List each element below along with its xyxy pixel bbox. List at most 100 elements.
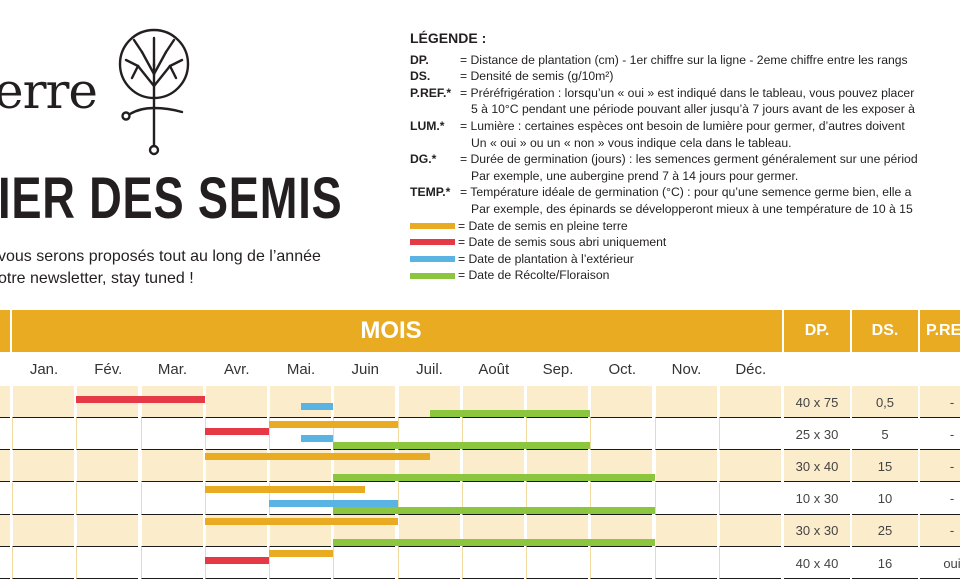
value-cell-bg	[852, 386, 918, 418]
legend-item-pref-cont: 5 à 10°C pendant une période pouvant all…	[410, 101, 960, 118]
value-cell-bg	[852, 482, 918, 515]
month-cell	[718, 482, 781, 515]
legend-text: = Température idéale de germination (°C)…	[460, 185, 912, 200]
tree-logo-icon	[118, 28, 190, 156]
month-cell	[461, 547, 524, 579]
header-ds-label: DS.	[871, 322, 899, 339]
month-cell	[526, 547, 588, 579]
month-cell	[718, 547, 781, 579]
month-header: Juil.	[416, 360, 443, 378]
schedule-bar-orange	[204, 485, 366, 493]
month-cell	[718, 418, 781, 451]
header-pref-label: P.RE	[926, 322, 960, 339]
value-pref: -	[949, 523, 955, 539]
schedule-bar-orange	[269, 550, 334, 557]
month-cell	[12, 450, 74, 483]
month-cell	[654, 482, 717, 515]
value-ds: 0,5	[875, 394, 895, 410]
header-separator	[850, 310, 852, 352]
value-cell-bg	[920, 514, 960, 547]
value-cell-bg	[852, 418, 918, 451]
value-cell-bg	[920, 386, 960, 418]
table-row: 10 x 30 10 -	[0, 482, 960, 515]
legend: LÉGENDE : DP. = Distance de plantation (…	[410, 30, 960, 284]
schedule-bar-green	[429, 410, 591, 417]
legend-text: = Préréfrigération : lorsqu’un « oui » e…	[460, 85, 915, 100]
month-cell	[590, 386, 653, 418]
month-header: Oct.	[608, 360, 636, 378]
schedule-bar-red	[204, 557, 269, 564]
table-row: 25 x 30 5 -	[0, 418, 960, 451]
value-cell-bg	[784, 514, 850, 547]
value-cell-bg	[784, 482, 850, 515]
month-cell	[590, 418, 653, 451]
row-stub-cell	[0, 514, 10, 547]
value-cell-bg	[784, 418, 850, 451]
month-header: Nov.	[671, 360, 702, 378]
month-cell	[397, 547, 460, 579]
schedule-bar-blue	[301, 435, 334, 443]
legend-item-temp: TEMP.* = Température idéale de germinati…	[410, 184, 960, 201]
subtitle-line-2: otre newsletter, stay tuned !	[0, 270, 194, 287]
table-row: 40 x 75 0,5 -	[0, 386, 960, 418]
month-cell	[590, 547, 653, 579]
month-header: Mar.	[157, 360, 188, 378]
legend-color-green: = Date de Récolte/Floraison	[410, 267, 960, 284]
header-dp: DP.	[784, 310, 850, 352]
row-stub-cell	[0, 418, 10, 451]
legend-item-dg-cont: Par exemple, une aubergine prend 7 à 14 …	[410, 168, 960, 185]
header-mois-label: MOIS	[360, 317, 422, 344]
value-ds: 15	[877, 458, 893, 474]
legend-text: Par exemple, des épinards se développero…	[471, 201, 913, 216]
month-header: Août	[478, 360, 510, 378]
value-cell-bg	[920, 418, 960, 451]
schedule-bar-green	[333, 474, 655, 482]
value-ds: 25	[877, 523, 893, 539]
table-row: 30 x 40 15 -	[0, 450, 960, 483]
header-pref: P.RE	[920, 310, 960, 352]
legend-color-blue: = Date de plantation à l’extérieur	[410, 251, 960, 268]
legend-code: P.REF.*	[410, 85, 452, 100]
swatch-blue	[410, 256, 455, 263]
table-row: 30 x 30 25 -	[0, 514, 960, 547]
header-mois: MOIS	[0, 310, 782, 352]
value-cell-bg	[852, 450, 918, 483]
month-cell	[269, 386, 331, 418]
value-pref: oui	[943, 555, 960, 571]
legend-text: = Distance de plantation (cm) - 1er chif…	[460, 52, 908, 67]
month-cell	[140, 418, 203, 451]
month-cell	[76, 482, 139, 515]
month-cell	[654, 418, 717, 451]
schedule-bar-orange	[269, 421, 398, 429]
legend-item-temp-cont: Par exemple, des épinards se développero…	[410, 201, 960, 218]
legend-color-label: = Date de plantation à l’extérieur	[458, 251, 634, 266]
legend-color-label: = Date de semis sous abri uniquement	[458, 235, 667, 250]
legend-item-dp: DP. = Distance de plantation (cm) - 1er …	[410, 52, 960, 69]
header-separator	[918, 310, 920, 352]
month-cell	[12, 547, 74, 579]
value-cell-bg	[852, 514, 918, 547]
legend-code-spacer	[410, 201, 460, 218]
legend-color-label: = Date de semis en pleine terre	[458, 218, 628, 233]
sowing-calendar-table: MOIS DP. DS. P.RE Jan. Fév. Mar. Avr. Mai. Ju…	[0, 310, 960, 579]
month-header: Fév.	[94, 360, 123, 378]
schedule-bar-green	[333, 442, 591, 450]
month-cell	[718, 386, 781, 418]
month-header: Mai.	[286, 360, 316, 378]
brand-wordmark: erre	[0, 62, 98, 120]
month-cell	[718, 450, 781, 483]
subtitle-line-1: vous serons proposés tout au long de l’a…	[0, 248, 321, 265]
month-cell	[76, 547, 139, 579]
month-cell	[140, 482, 203, 515]
month-cell	[12, 386, 74, 418]
legend-text: Un « oui » ou un « non » vous indique ce…	[471, 135, 792, 150]
schedule-bar-blue	[301, 403, 334, 410]
value-ds: 16	[877, 555, 893, 571]
value-cell-bg	[920, 450, 960, 483]
month-cell	[718, 514, 781, 547]
month-cell	[12, 418, 74, 451]
month-cell	[76, 418, 139, 451]
value-pref: -	[949, 491, 955, 507]
month-cell	[140, 547, 203, 579]
value-dp: 10 x 30	[795, 491, 839, 507]
